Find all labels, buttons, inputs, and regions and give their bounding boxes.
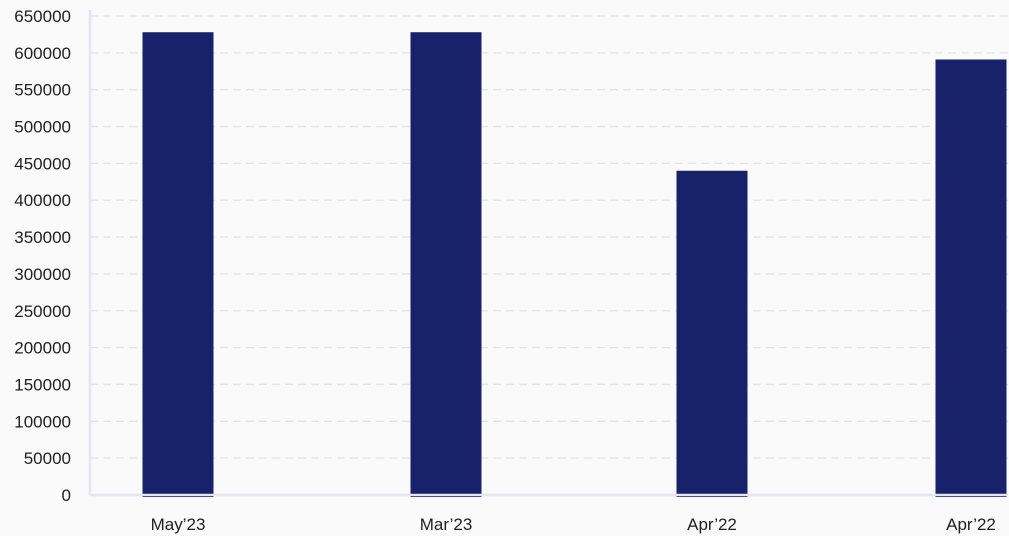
y-tick-label: 150000 [14, 375, 71, 394]
bar [142, 32, 214, 497]
bar [676, 170, 748, 497]
y-tick-label: 0 [62, 486, 71, 505]
y-tick-label: 100000 [14, 412, 71, 431]
y-tick-label: 500000 [14, 118, 71, 137]
y-tick-label: 450000 [14, 154, 71, 173]
y-tick-label: 650000 [14, 7, 71, 26]
x-tick-label: Mar’23 [420, 515, 473, 534]
y-axis-ticks: 0 50000 100000 150000 200000 250000 300000 3500… [14, 7, 71, 505]
gridlines [90, 15, 1008, 459]
y-tick-label: 200000 [14, 339, 71, 358]
y-tick-label: 400000 [14, 191, 71, 210]
bar [410, 32, 482, 497]
y-tick-label: 550000 [14, 81, 71, 100]
x-tick-label: Apr’22 [687, 515, 737, 534]
bar [935, 59, 1007, 498]
x-axis-ticks: May’23 Mar’23 Apr’22 Apr’22 [151, 515, 996, 534]
x-tick-label: Apr’22 [946, 515, 996, 534]
x-tick-label: May’23 [151, 515, 206, 534]
y-tick-label: 250000 [14, 302, 71, 321]
y-tick-label: 350000 [14, 228, 71, 247]
y-tick-label: 600000 [14, 44, 71, 63]
y-tick-label: 50000 [24, 449, 71, 468]
y-tick-label: 300000 [14, 265, 71, 284]
bars [142, 32, 1007, 498]
